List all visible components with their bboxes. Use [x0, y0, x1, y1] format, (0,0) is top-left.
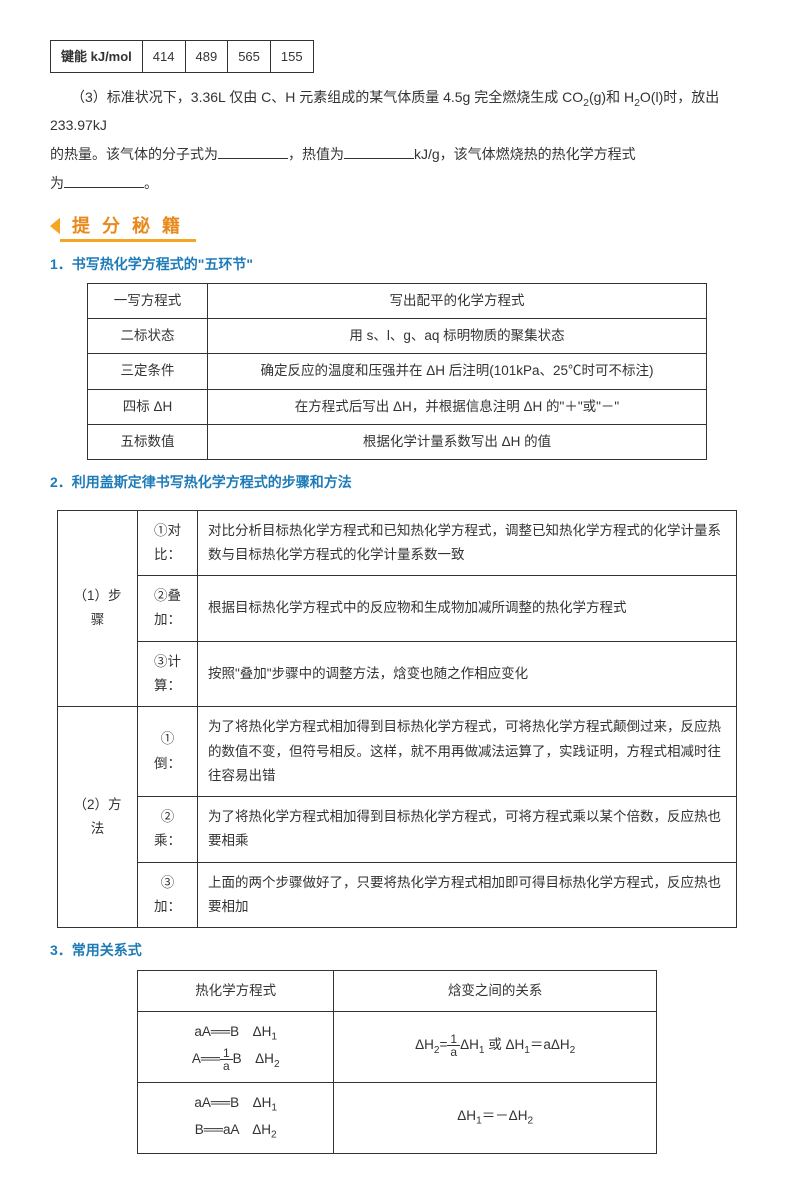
- t2-r1c0: 二标状态: [88, 319, 208, 354]
- blank-heat-value[interactable]: [344, 145, 414, 159]
- t4r2l2s: 2: [271, 1129, 277, 1140]
- t3-g2-r1c0: ②乘：: [138, 797, 198, 863]
- t3-g2-r0c0: ①倒：: [138, 707, 198, 797]
- t4r2l2b: aA ΔH: [223, 1122, 271, 1137]
- q3-h: 。: [144, 175, 158, 191]
- t3-g2-label: （2）方法: [58, 707, 138, 928]
- question-3-line3: 为。: [50, 171, 744, 196]
- t4r1l2s: 2: [274, 1059, 280, 1070]
- bond-energy-table: 键能 kJ/mol 414 489 565 155: [50, 40, 314, 73]
- section-1-title: 1．书写热化学方程式的"五环节": [50, 252, 744, 277]
- blank-formula[interactable]: [218, 145, 288, 159]
- t2-r0c0: 一写方程式: [88, 283, 208, 318]
- t1-v0: 414: [142, 41, 185, 73]
- t2-r4c1: 根据化学计量系数写出 ΔH 的值: [208, 425, 707, 460]
- t4-r1-right: ΔH2=1aΔH1 或 ΔH1＝aΔH2: [334, 1011, 657, 1082]
- t3-g2-r2c0: ③加：: [138, 862, 198, 928]
- t4r2l1a: aA: [194, 1095, 211, 1110]
- t2-r2c1: 确定反应的温度和压强并在 ΔH 后注明(101kPa、25℃时可不标注): [208, 354, 707, 389]
- t4-h0: 热化学方程式: [138, 970, 334, 1011]
- banner-char-0: 提: [68, 213, 94, 239]
- t3-g2-r1c1: 为了将热化学方程式相加得到目标热化学方程式，可将方程式乘以某个倍数，反应热也要相…: [198, 797, 737, 863]
- t2-r2c0: 三定条件: [88, 354, 208, 389]
- t4-h1: 焓变之间的关系: [334, 970, 657, 1011]
- banner-char-3: 籍: [158, 213, 184, 239]
- banner-char-1: 分: [98, 213, 124, 239]
- t4r2r: ΔH: [457, 1108, 476, 1123]
- t2-r4c0: 五标数值: [88, 425, 208, 460]
- t4r1l1s: 1: [271, 1032, 277, 1043]
- t4r1r5: ＝aΔH: [530, 1037, 570, 1052]
- t4r2l1b: B ΔH: [230, 1095, 271, 1110]
- t3-g1-r1c0: ②叠加：: [138, 576, 198, 642]
- t4r1r5s: 2: [570, 1045, 576, 1056]
- t4r1l2b: B ΔH: [233, 1051, 274, 1066]
- t2-r3c0: 四标 ΔH: [88, 389, 208, 424]
- t2-r3c1: 在方程式后写出 ΔH，并根据信息注明 ΔH 的"＋"或"－": [208, 389, 707, 424]
- t4r1r2: =: [440, 1037, 448, 1052]
- t4r2rm: ＝－ΔH: [482, 1108, 528, 1123]
- t3-g1-r0c0: ①对比：: [138, 510, 198, 576]
- hess-law-table: （1）步骤 ①对比： 对比分析目标热化学方程式和已知热化学方程式，调整已知热化学…: [57, 510, 737, 929]
- banner-char-2: 秘: [128, 213, 154, 239]
- t4r2rs2: 2: [527, 1116, 533, 1127]
- q3-f: kJ/g，该气体燃烧热的热化学方程式: [414, 146, 636, 162]
- t4r1l1a: aA: [194, 1024, 211, 1039]
- q3-a: （3）标准状况下，3.36L 仅由 C、H 元素组成的某气体质量 4.5g 完全…: [71, 89, 583, 105]
- t4-r1-left: aA══B ΔH1 A══1aB ΔH2: [138, 1011, 334, 1082]
- t3-g1-r0c1: 对比分析目标热化学方程式和已知热化学方程式，调整已知热化学方程式的化学计量系数与…: [198, 510, 737, 576]
- blank-equation[interactable]: [64, 174, 144, 188]
- t2-r0c1: 写出配平的化学方程式: [208, 283, 707, 318]
- t1-header: 键能 kJ/mol: [51, 41, 143, 73]
- question-3: （3）标准状况下，3.36L 仅由 C、H 元素组成的某气体质量 4.5g 完全…: [50, 85, 744, 138]
- t3-g1-r1c1: 根据目标热化学方程式中的反应物和生成物加减所调整的热化学方程式: [198, 576, 737, 642]
- t4r1l2a: A: [192, 1051, 201, 1066]
- q3-d: 的热量。该气体的分子式为: [50, 146, 218, 162]
- t1-v3: 155: [270, 41, 313, 73]
- section-2-title: 2．利用盖斯定律书写热化学方程式的步骤和方法: [50, 470, 744, 495]
- t4-r2-right: ΔH1＝－ΔH2: [334, 1082, 657, 1153]
- t3-g1-r2c1: 按照"叠加"步骤中的调整方法，焓变也随之作相应变化: [198, 641, 737, 707]
- t3-g2-r0c1: 为了将热化学方程式相加得到目标热化学方程式，可将热化学方程式颠倒过来，反应热的数…: [198, 707, 737, 797]
- question-3-line2: 的热量。该气体的分子式为 ，热值为 kJ/g，该气体燃烧热的热化学方程式: [50, 142, 744, 167]
- t4r2l2a: B: [195, 1122, 204, 1137]
- section-3-title: 3．常用关系式: [50, 938, 744, 963]
- tips-banner: 提 分 秘 籍: [50, 211, 744, 242]
- q3-b: (g)和 H: [589, 89, 634, 105]
- t1-v2: 565: [228, 41, 271, 73]
- five-steps-table: 一写方程式写出配平的化学方程式 二标状态用 s、l、g、aq 标明物质的聚集状态…: [87, 283, 707, 460]
- t1-v1: 489: [185, 41, 228, 73]
- t4r1r3: ΔH: [460, 1037, 479, 1052]
- q3-e: ，热值为: [288, 146, 344, 162]
- t4r1r4: 或 ΔH: [484, 1037, 524, 1052]
- t3-g1-label: （1）步骤: [58, 510, 138, 707]
- t4r2l1s: 1: [271, 1102, 277, 1113]
- t4-r2-left: aA══B ΔH1 B══aA ΔH2: [138, 1082, 334, 1153]
- relation-table: 热化学方程式 焓变之间的关系 aA══B ΔH1 A══1aB ΔH2 ΔH 2 =…: [137, 970, 657, 1154]
- t2-r1c1: 用 s、l、g、aq 标明物质的聚集状态: [208, 319, 707, 354]
- t4r1r1: ΔH: [415, 1037, 434, 1052]
- t4r1l1b: B ΔH: [230, 1024, 271, 1039]
- q3-g: 为: [50, 175, 64, 191]
- t3-g2-r2c1: 上面的两个步骤做好了，只要将热化学方程式相加即可得目标热化学方程式，反应热也要相…: [198, 862, 737, 928]
- t3-g1-r2c0: ③计算：: [138, 641, 198, 707]
